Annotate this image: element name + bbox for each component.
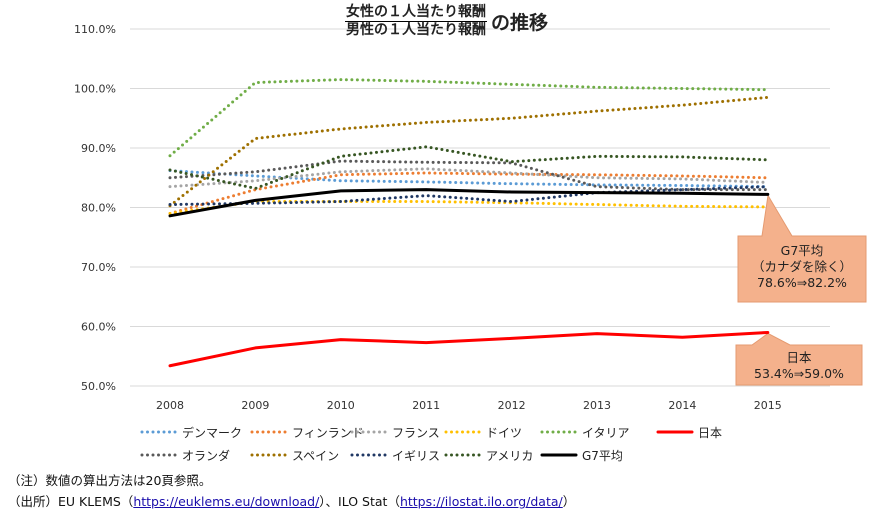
callout-japan-line: 53.4%⇒59.0% [754, 366, 844, 381]
y-tick-label: 70.0% [81, 261, 116, 274]
legend-label: ドイツ [486, 426, 522, 440]
callout-g7-line: G7平均 [780, 243, 824, 258]
callout-japan-line: 日本 [786, 350, 812, 365]
series-line-6 [168, 159, 770, 192]
note: （注）数値の算出方法は20頁参照。 [8, 473, 212, 488]
x-tick-label: 2009 [241, 399, 269, 412]
y-tick-label: 50.0% [81, 380, 116, 393]
legend-label: G7平均 [582, 449, 623, 463]
legend-label: デンマーク [182, 425, 242, 440]
series-line-5 [168, 330, 770, 368]
title-suffix: の推移 [491, 12, 549, 34]
x-tick-label: 2011 [412, 399, 440, 412]
source-note: （出所）EU KLEMS（https://euklems.eu/download… [8, 491, 575, 510]
legend-label: アメリカ [486, 449, 533, 463]
x-tick-label: 2008 [156, 399, 184, 412]
title-numerator: 女性の１人当たり報酬 [345, 4, 487, 22]
callout-g7-line: （カナダを除く） [751, 259, 852, 274]
euklems-link[interactable]: https://euklems.eu/download/ [133, 494, 320, 509]
callout-g7-line: 78.6%⇒82.2% [757, 275, 847, 290]
series-line-4 [168, 78, 770, 158]
y-tick-label: 100.0% [74, 83, 116, 96]
legend-label: 日本 [698, 426, 722, 440]
x-tick-label: 2014 [668, 399, 696, 412]
y-tick-label: 80.0% [81, 202, 116, 215]
chart-title: 女性の１人当たり報酬 男性の１人当たり報酬 の推移 [345, 4, 548, 39]
x-tick-label: 2013 [583, 399, 611, 412]
ilostat-link[interactable]: https://ilostat.ilo.org/data/ [399, 494, 563, 509]
legend-label: イギリス [392, 449, 440, 463]
legend-label: フランス [392, 426, 440, 440]
source-suffix: ） [562, 494, 576, 509]
series-line-3 [168, 200, 770, 215]
callout-japan-text: 日本 53.4%⇒59.0% [736, 350, 862, 382]
series-line-10 [168, 188, 770, 218]
y-tick-label: 90.0% [81, 142, 116, 155]
callout-g7-text: G7平均 （カナダを除く） 78.6%⇒82.2% [738, 243, 866, 291]
series-line-2 [168, 167, 770, 189]
legend-label: フィンランド [292, 426, 364, 440]
x-tick-label: 2015 [754, 399, 782, 412]
series-line-1 [168, 171, 770, 215]
callout-japan [735, 332, 863, 386]
series-line-7 [168, 95, 770, 208]
series-line-0 [168, 169, 770, 189]
x-tick-label: 2012 [498, 399, 526, 412]
x-tick-label: 2010 [327, 399, 355, 412]
source-mid: ）、ILO Stat（ [319, 494, 400, 509]
title-denominator: 男性の１人当たり報酬 [346, 22, 486, 38]
y-tick-label: 110.0% [74, 23, 116, 36]
legend-label: スペイン [292, 449, 339, 463]
title-fraction: 女性の１人当たり報酬 男性の１人当たり報酬 [345, 4, 487, 39]
legend-label: イタリア [582, 426, 630, 440]
y-tick-label: 60.0% [81, 321, 116, 334]
series-line-8 [168, 185, 770, 207]
series-line-9 [168, 145, 770, 190]
callout-g7 [737, 193, 867, 303]
source-prefix: （出所）EU KLEMS（ [8, 494, 134, 509]
legend-label: オランダ [182, 448, 230, 463]
